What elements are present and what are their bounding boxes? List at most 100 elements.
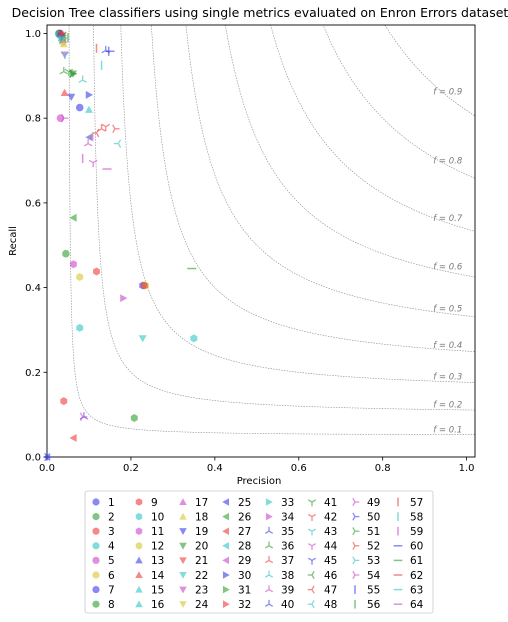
legend-marker-17-shape <box>179 498 187 506</box>
legend-label-49: 49 <box>367 497 380 509</box>
legend-marker-23 <box>179 586 187 594</box>
point-series-22-shape <box>138 335 147 343</box>
legend-marker-51-arm <box>352 527 356 532</box>
legend-marker-11-shape <box>135 527 143 535</box>
legend-label-28: 28 <box>238 541 251 553</box>
legend-marker-47 <box>307 585 315 594</box>
legend-label-7: 7 <box>108 584 115 596</box>
point-series-54-arm <box>60 117 65 123</box>
legend-marker-37 <box>264 556 274 564</box>
legend-marker-29-shape <box>222 556 230 565</box>
legend-marker-47-arm <box>311 589 315 594</box>
legend-marker-40-arm <box>264 603 270 607</box>
legend-marker-15 <box>135 585 143 593</box>
legend-marker-18 <box>179 512 187 520</box>
legend-label-56: 56 <box>367 599 381 611</box>
x-tick-label: 0.0 <box>39 463 55 474</box>
point-series-49-arm <box>79 412 84 418</box>
point-series-54 <box>60 113 69 123</box>
legend-marker-12 <box>135 542 143 550</box>
point-series-48 <box>113 139 122 148</box>
legend-label-51: 51 <box>367 526 380 538</box>
legend-label-43: 43 <box>324 526 337 538</box>
legend-marker-51-arm <box>352 530 356 536</box>
legend-marker-44-arm <box>311 543 317 547</box>
point-series-38 <box>78 75 87 83</box>
f-isoline-label: f = 0.1 <box>433 426 462 436</box>
data-points <box>43 29 198 462</box>
point-series-12-shape <box>76 273 84 281</box>
legend-marker-36-arm <box>264 545 270 549</box>
legend-label-32: 32 <box>238 599 251 611</box>
legend-label-2: 2 <box>108 511 115 523</box>
legend-marker-38-arm <box>264 574 270 578</box>
legend-marker-1-shape <box>92 498 100 506</box>
point-series-39-arm <box>83 143 89 147</box>
legend-marker-50 <box>352 512 360 521</box>
point-series-48-arm <box>117 139 122 144</box>
legend-marker-39 <box>264 585 274 593</box>
legend: 1234567891011121314151617181920212223242… <box>84 490 434 614</box>
legend-marker-52-arm <box>352 541 356 547</box>
y-tick-label: 0.4 <box>25 283 41 294</box>
point-series-42-arm <box>105 123 111 128</box>
y-tick-label: 0.6 <box>25 198 41 209</box>
legend-marker-54-arm <box>352 574 356 580</box>
legend-marker-14 <box>135 571 143 579</box>
legend-label-63: 63 <box>410 584 423 596</box>
legend-marker-50-arm <box>352 516 356 521</box>
legend-marker-52-arm <box>352 545 356 550</box>
point-extra-1-shape <box>130 414 138 423</box>
legend-label-30: 30 <box>238 570 251 582</box>
legend-marker-46 <box>307 570 315 580</box>
legend-marker-6 <box>92 571 100 579</box>
legend-marker-45-arm <box>311 557 317 561</box>
point-series-15-shape <box>84 105 93 113</box>
legend-label-40: 40 <box>281 599 294 611</box>
legend-marker-41-arm <box>311 499 317 503</box>
legend-label-38: 38 <box>281 570 294 582</box>
y-tick-label: 0.2 <box>25 368 41 379</box>
legend-marker-49-arm <box>352 497 356 503</box>
x-tick-label: 0.6 <box>291 463 307 474</box>
legend-marker-31-shape <box>222 585 230 594</box>
point-series-8-shape <box>62 249 70 258</box>
legend-marker-8 <box>92 600 100 608</box>
point-series-48-arm <box>117 143 122 148</box>
legend-label-31: 31 <box>238 584 251 596</box>
legend-marker-32 <box>222 600 230 608</box>
legend-marker-49 <box>352 497 360 507</box>
legend-marker-48-arm <box>311 600 315 605</box>
point-series-11 <box>69 260 77 269</box>
y-tick-label: 1.0 <box>25 29 41 40</box>
point-series-44 <box>88 159 98 168</box>
legend-marker-46-arm <box>311 570 315 576</box>
legend-label-41: 41 <box>324 497 337 509</box>
legend-label-46: 46 <box>324 570 338 582</box>
legend-marker-27 <box>222 527 230 535</box>
legend-marker-33 <box>265 498 273 506</box>
legend-marker-36-arm <box>268 545 274 549</box>
point-series-11-shape <box>69 260 77 269</box>
legend-marker-13 <box>135 556 143 564</box>
legend-marker-16-shape <box>135 600 143 608</box>
legend-label-4: 4 <box>108 541 115 553</box>
legend-marker-39-arm <box>264 589 270 593</box>
point-series-8 <box>62 249 70 258</box>
legend-label-62: 62 <box>410 570 423 582</box>
legend-label-52: 52 <box>367 541 380 553</box>
point-series-10-shape <box>76 323 84 332</box>
legend-marker-37-arm <box>264 559 270 564</box>
legend-marker-18-shape <box>179 512 187 520</box>
legend-label-42: 42 <box>324 511 337 523</box>
point-series-49-arm <box>79 416 84 422</box>
legend-marker-53-arm <box>352 560 356 565</box>
legend-label-12: 12 <box>151 541 164 553</box>
legend-marker-32-shape <box>222 600 230 608</box>
point-series-38-arm <box>78 79 83 83</box>
legend-marker-42-arm <box>311 513 317 518</box>
legend-marker-28 <box>222 542 230 550</box>
point-series-26 <box>69 213 77 222</box>
point-series-7-shape <box>75 103 84 112</box>
legend-marker-25-shape <box>222 498 230 506</box>
